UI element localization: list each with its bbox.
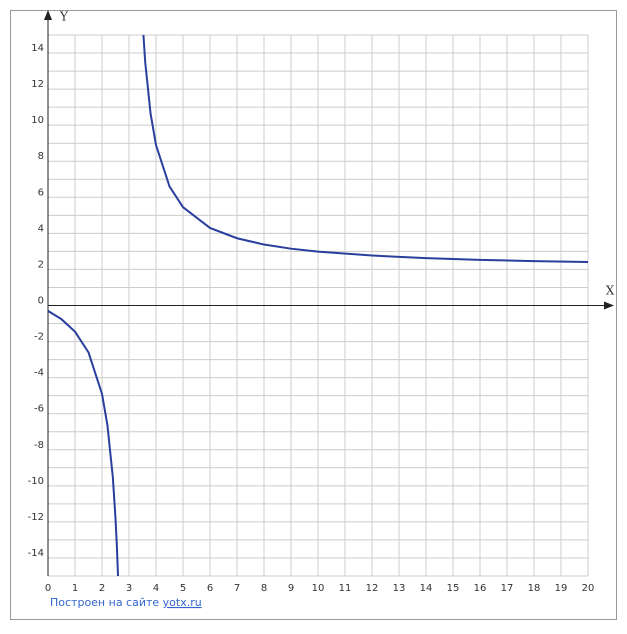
y-axis-label: Y	[59, 10, 69, 24]
y-tick-label: -4	[34, 368, 44, 379]
x-tick-label: 20	[582, 583, 595, 594]
footer: Построен на сайте yotx.ru	[50, 596, 202, 609]
footer-link[interactable]: yotx.ru	[163, 596, 202, 609]
x-tick-label: 6	[207, 583, 213, 594]
x-tick-label: 3	[126, 583, 132, 594]
x-tick-label: 4	[153, 583, 159, 594]
frame	[10, 10, 617, 620]
y-tick-label: 6	[38, 187, 44, 198]
x-tick-label: 12	[366, 583, 379, 594]
y-tick-label: 2	[38, 259, 44, 270]
x-tick-label: 13	[393, 583, 406, 594]
x-tick-label: 18	[528, 583, 541, 594]
curve	[48, 35, 588, 576]
y-tick-label: -6	[34, 404, 44, 415]
y-tick-label: 10	[31, 115, 44, 126]
x-tick-label: 7	[234, 583, 240, 594]
footer-text: Построен на сайте	[50, 596, 159, 609]
x-tick-label: 16	[474, 583, 487, 594]
x-tick-label: 10	[312, 583, 325, 594]
y-tick-label: 4	[38, 223, 44, 234]
x-tick-label: 19	[555, 583, 568, 594]
y-tick-label: -10	[28, 476, 44, 487]
x-tick-label: 17	[501, 583, 514, 594]
y-tick-label: -2	[34, 332, 44, 343]
x-axis-arrow	[604, 301, 614, 310]
y-axis-arrow	[44, 10, 52, 20]
x-tick-label: 0	[45, 583, 51, 594]
y-tick-label: 8	[38, 151, 44, 162]
y-tick-label: 14	[31, 43, 44, 54]
y-tick-label: 12	[31, 79, 44, 90]
y-tick-label: -8	[34, 440, 44, 451]
x-tick-label: 11	[339, 583, 352, 594]
x-axis-label: X	[606, 284, 615, 298]
x-tick-label: 14	[420, 583, 433, 594]
y-tick-label: -14	[28, 548, 44, 559]
x-tick-label: 5	[180, 583, 186, 594]
x-tick-label: 2	[99, 583, 105, 594]
x-tick-label: 9	[288, 583, 294, 594]
y-tick-label: 0	[38, 296, 44, 307]
y-tick-label: -12	[28, 512, 44, 523]
x-tick-label: 8	[261, 583, 267, 594]
x-tick-label: 1	[72, 583, 78, 594]
x-tick-label: 15	[447, 583, 460, 594]
